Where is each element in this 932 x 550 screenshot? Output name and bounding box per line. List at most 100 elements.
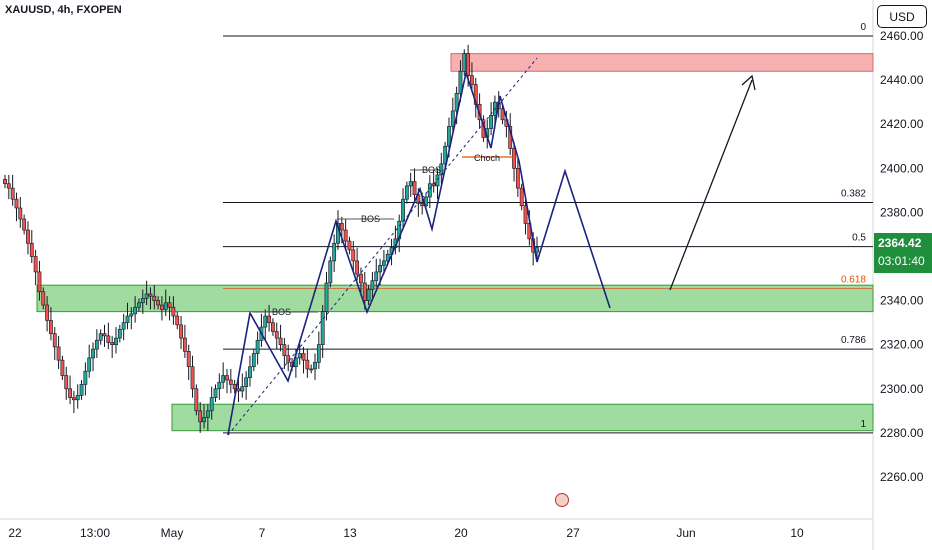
candle	[52, 333, 57, 348]
time-tick-label: 22	[8, 526, 22, 540]
time-tick-label: 7	[259, 526, 266, 540]
candle	[267, 315, 271, 323]
price-tick-label: 2280.00	[880, 426, 924, 440]
fib-level-label: 0.382	[841, 188, 866, 199]
price-tick-label: 2300.00	[880, 382, 924, 396]
fib-level-label: 0	[860, 22, 866, 33]
fib-level-label: 0.618	[841, 274, 866, 285]
choch-label: Choch	[474, 153, 500, 163]
fib-level-label: 0.786	[841, 335, 866, 346]
swing-structure-path	[227, 69, 611, 436]
candle	[401, 198, 405, 222]
candle	[179, 324, 183, 339]
price-tick-label: 2460.00	[880, 29, 924, 43]
candle	[462, 53, 467, 72]
demand-zone	[36, 284, 874, 313]
candle	[470, 75, 474, 85]
price-tick-label: 2260.00	[880, 470, 924, 484]
candle	[213, 388, 218, 398]
candle	[435, 174, 440, 187]
candle	[102, 333, 107, 337]
candle	[29, 242, 34, 257]
candle	[198, 410, 203, 423]
candle	[205, 410, 210, 418]
candle	[313, 362, 317, 370]
candle	[489, 115, 493, 129]
candle	[450, 110, 455, 127]
candle	[515, 168, 520, 189]
currency-button[interactable]: USD	[877, 5, 927, 28]
candle	[68, 388, 72, 398]
candle	[160, 304, 164, 310]
candle	[378, 265, 382, 273]
candle	[156, 300, 160, 306]
time-tick-label: 13	[343, 526, 357, 540]
time-tick-label: 20	[454, 526, 468, 540]
candle	[305, 359, 310, 370]
candle	[447, 126, 451, 147]
candle	[121, 322, 126, 330]
bos-label: BOS	[361, 214, 380, 224]
candle	[458, 70, 463, 94]
candle	[255, 339, 260, 354]
candle	[274, 331, 279, 339]
candle	[263, 315, 268, 328]
candle	[343, 229, 348, 242]
candle	[114, 337, 118, 345]
candle	[297, 353, 302, 359]
bos-label: BOS	[422, 165, 441, 175]
candle	[251, 353, 256, 368]
candle	[148, 293, 153, 297]
candle	[49, 320, 53, 334]
candle	[110, 342, 115, 345]
candle	[385, 253, 390, 262]
candle	[140, 298, 145, 304]
time-tick-label: 13:00	[80, 526, 110, 540]
candle	[370, 280, 375, 290]
candle	[362, 282, 367, 301]
candle	[171, 306, 176, 317]
candle	[309, 368, 314, 371]
candle	[355, 260, 360, 275]
candle	[106, 335, 111, 343]
candle	[339, 223, 344, 231]
candle	[71, 397, 76, 401]
current-price: 2364.42	[878, 236, 922, 250]
candle	[91, 348, 95, 359]
candle	[466, 53, 471, 76]
candle	[79, 384, 84, 396]
supply-zone	[450, 53, 874, 72]
fib-level-label: 0.5	[852, 233, 866, 244]
candle	[10, 187, 15, 200]
candle	[500, 108, 505, 121]
candle	[404, 185, 409, 200]
candle	[175, 315, 180, 326]
projection-arrow-line	[669, 79, 753, 291]
candle	[3, 179, 7, 185]
candle	[137, 302, 141, 308]
candle	[64, 375, 69, 390]
us-flag-icon[interactable]	[555, 493, 569, 507]
candle	[316, 344, 321, 363]
current-price-tag: 2364.42 03:01:40	[874, 233, 932, 273]
projection-arrowhead-icon	[741, 74, 756, 91]
time-tick-label: May	[161, 526, 184, 540]
candle	[37, 271, 42, 293]
candle	[125, 315, 130, 323]
candle	[443, 145, 448, 165]
candle	[202, 417, 206, 423]
candle	[209, 397, 214, 412]
candle	[60, 359, 65, 376]
candle	[75, 395, 80, 401]
price-tick-label: 2380.00	[880, 205, 924, 219]
candle	[512, 148, 516, 169]
candle	[133, 306, 138, 315]
candle	[217, 381, 222, 390]
candle	[286, 355, 291, 363]
candle	[45, 304, 50, 321]
candle-countdown: 03:01:40	[878, 254, 925, 268]
candle	[117, 328, 122, 339]
candle	[412, 181, 417, 196]
candle	[320, 311, 325, 346]
